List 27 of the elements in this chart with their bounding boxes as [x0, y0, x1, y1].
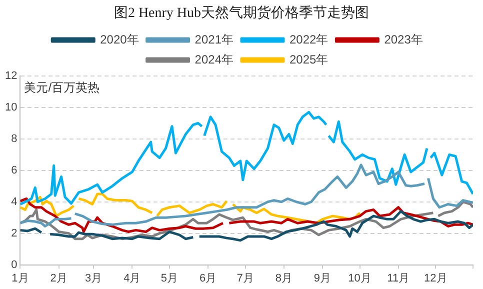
- x-tick-label: 9月: [314, 272, 332, 284]
- x-tick-label: 11月: [387, 272, 410, 284]
- y-axis-title: 美元/百万英热: [24, 80, 100, 94]
- x-tick-label: 4月: [124, 272, 141, 284]
- legend-label: 2020年: [100, 32, 139, 46]
- x-tick-label: 1月: [12, 272, 29, 284]
- x-tick-label: 7月: [236, 272, 254, 284]
- x-tick-label: 12月: [424, 272, 448, 284]
- y-tick-label: 2: [11, 227, 18, 240]
- x-tick-label: 3月: [85, 272, 102, 284]
- legend-label: 2024年: [194, 52, 234, 66]
- y-tick-label: 0: [11, 258, 18, 271]
- x-tick-label: 2月: [50, 272, 68, 284]
- y-tick-label: 10: [4, 102, 18, 114]
- legend-label: 2023年: [384, 32, 423, 46]
- legend-label: 2022年: [290, 32, 328, 46]
- legend-label: 2025年: [290, 52, 328, 66]
- y-tick-label: 4: [11, 196, 18, 208]
- y-tick-label: 6: [11, 164, 18, 176]
- legend-label: 2021年: [194, 32, 234, 46]
- y-tick-label: 12: [4, 70, 18, 82]
- x-tick-label: 10月: [348, 272, 372, 284]
- x-tick-label: 8月: [275, 272, 292, 284]
- chart-title: 图2 Henry Hub天然气期货价格季节走势图: [112, 4, 370, 23]
- y-tick-label: 8: [11, 132, 18, 145]
- x-tick-label: 5月: [160, 272, 178, 284]
- x-tick-label: 6月: [199, 272, 217, 284]
